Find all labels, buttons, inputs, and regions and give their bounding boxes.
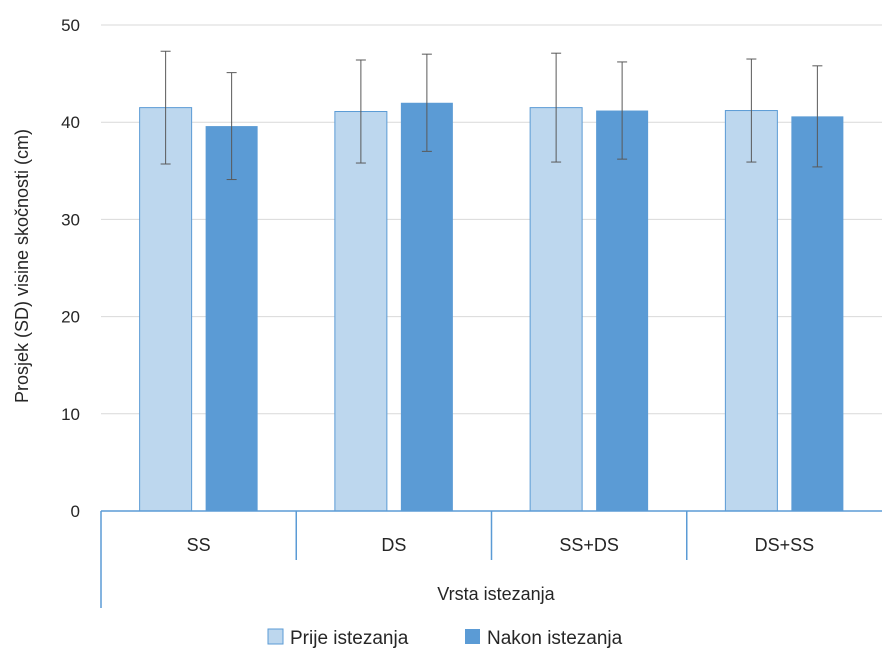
bar	[139, 107, 193, 512]
x-category-labels: SS DS SS+DS DS+SS	[187, 535, 815, 555]
error-bars	[160, 50, 823, 181]
legend-swatch-nakon	[465, 629, 480, 644]
bar	[596, 110, 649, 511]
y-tick-label: 30	[61, 210, 80, 229]
y-tick-label: 10	[61, 405, 80, 424]
legend: Prije istezanja Nakon istezanja	[267, 628, 623, 649]
bars	[139, 102, 844, 512]
x-axis-title: Vrsta istezanja	[437, 584, 555, 604]
x-category-label: DS+SS	[755, 535, 815, 555]
bar	[724, 110, 778, 512]
y-tick-label: 0	[71, 502, 80, 521]
y-axis-title: Prosjek (SD) visine skočnosti (cm)	[12, 129, 32, 403]
legend-label-nakon: Nakon istezanja	[487, 628, 623, 649]
y-tick-label: 20	[61, 308, 80, 327]
y-tick-label: 50	[61, 16, 80, 35]
x-category-label: SS+DS	[559, 535, 619, 555]
bar	[205, 126, 258, 511]
x-category-label: SS	[187, 535, 211, 555]
y-tick-labels: 0 10 20 30 40 50	[61, 16, 80, 521]
y-tick-label: 40	[61, 113, 80, 132]
axes	[100, 510, 882, 608]
x-category-label: DS	[381, 535, 406, 555]
bar	[791, 116, 844, 512]
bar	[400, 102, 453, 511]
bar	[334, 111, 388, 512]
legend-label-prije: Prije istezanja	[290, 628, 409, 649]
bar	[529, 107, 583, 512]
legend-swatch-prije	[267, 628, 284, 645]
